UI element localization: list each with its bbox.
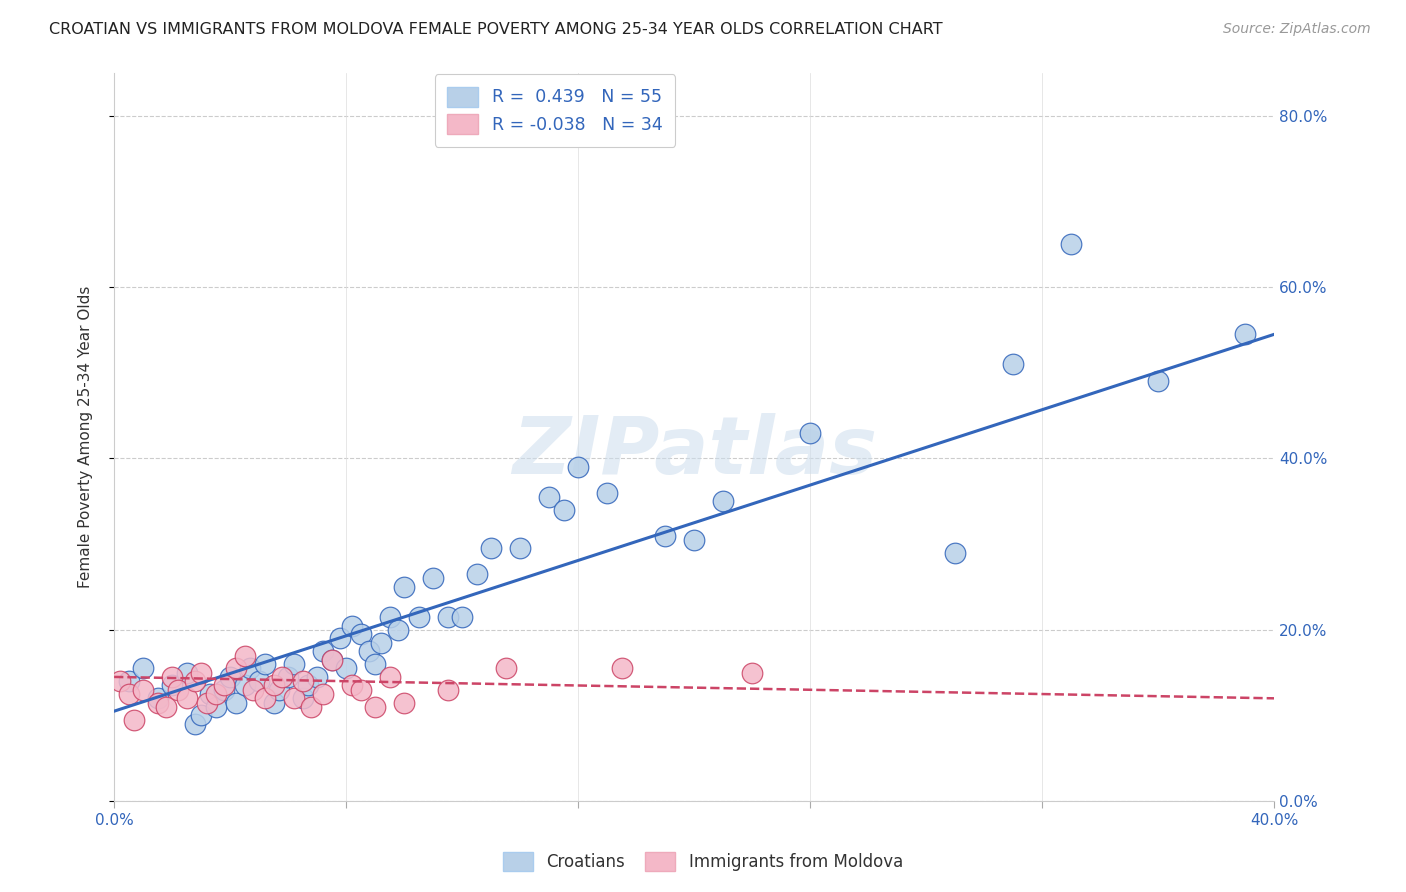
Point bbox=[271, 670, 294, 684]
Point bbox=[392, 580, 415, 594]
Point bbox=[269, 682, 291, 697]
Point bbox=[741, 665, 763, 680]
Point bbox=[329, 632, 352, 646]
Point bbox=[190, 665, 212, 680]
Point bbox=[364, 699, 387, 714]
Point bbox=[184, 674, 207, 689]
Point bbox=[225, 696, 247, 710]
Point bbox=[538, 490, 561, 504]
Point bbox=[117, 674, 139, 689]
Point bbox=[283, 657, 305, 671]
Point bbox=[654, 528, 676, 542]
Point bbox=[350, 682, 373, 697]
Point bbox=[378, 610, 401, 624]
Point bbox=[195, 696, 218, 710]
Point bbox=[340, 618, 363, 632]
Point bbox=[146, 691, 169, 706]
Point bbox=[799, 425, 821, 440]
Point bbox=[167, 682, 190, 697]
Point bbox=[160, 678, 183, 692]
Point bbox=[321, 653, 343, 667]
Point bbox=[378, 670, 401, 684]
Point bbox=[233, 678, 256, 692]
Point bbox=[132, 661, 155, 675]
Point bbox=[567, 460, 589, 475]
Point bbox=[321, 653, 343, 667]
Point bbox=[610, 661, 633, 675]
Point bbox=[465, 567, 488, 582]
Point bbox=[312, 644, 335, 658]
Point bbox=[146, 696, 169, 710]
Point bbox=[277, 670, 299, 684]
Point bbox=[370, 635, 392, 649]
Point bbox=[204, 687, 226, 701]
Legend: Croatians, Immigrants from Moldova: Croatians, Immigrants from Moldova bbox=[495, 843, 911, 880]
Point bbox=[219, 670, 242, 684]
Point bbox=[253, 657, 276, 671]
Point bbox=[1060, 237, 1083, 252]
Point bbox=[299, 699, 322, 714]
Point bbox=[263, 678, 285, 692]
Point bbox=[408, 610, 430, 624]
Point bbox=[160, 670, 183, 684]
Point bbox=[335, 661, 357, 675]
Point bbox=[297, 678, 319, 692]
Point bbox=[214, 682, 236, 697]
Point bbox=[596, 485, 619, 500]
Point bbox=[553, 503, 575, 517]
Point bbox=[1002, 357, 1025, 371]
Point bbox=[943, 546, 966, 560]
Point bbox=[176, 665, 198, 680]
Point bbox=[253, 691, 276, 706]
Point bbox=[392, 696, 415, 710]
Point bbox=[387, 623, 409, 637]
Point bbox=[155, 699, 177, 714]
Text: Source: ZipAtlas.com: Source: ZipAtlas.com bbox=[1223, 22, 1371, 37]
Point bbox=[436, 610, 458, 624]
Y-axis label: Female Poverty Among 25-34 Year Olds: Female Poverty Among 25-34 Year Olds bbox=[79, 285, 93, 588]
Point bbox=[451, 610, 474, 624]
Point bbox=[422, 571, 444, 585]
Point bbox=[117, 687, 139, 701]
Point bbox=[340, 678, 363, 692]
Point bbox=[225, 661, 247, 675]
Point bbox=[291, 691, 314, 706]
Point bbox=[190, 708, 212, 723]
Text: CROATIAN VS IMMIGRANTS FROM MOLDOVA FEMALE POVERTY AMONG 25-34 YEAR OLDS CORRELA: CROATIAN VS IMMIGRANTS FROM MOLDOVA FEMA… bbox=[49, 22, 943, 37]
Point bbox=[283, 691, 305, 706]
Point bbox=[307, 670, 329, 684]
Point bbox=[364, 657, 387, 671]
Legend: R =  0.439   N = 55, R = -0.038   N = 34: R = 0.439 N = 55, R = -0.038 N = 34 bbox=[434, 74, 675, 146]
Point bbox=[495, 661, 517, 675]
Point bbox=[198, 687, 221, 701]
Point bbox=[239, 661, 262, 675]
Text: ZIPatlas: ZIPatlas bbox=[512, 413, 877, 491]
Point bbox=[359, 644, 381, 658]
Point bbox=[509, 541, 531, 556]
Point bbox=[683, 533, 706, 547]
Point bbox=[184, 717, 207, 731]
Point bbox=[291, 674, 314, 689]
Point bbox=[350, 627, 373, 641]
Point bbox=[108, 674, 131, 689]
Point bbox=[263, 696, 285, 710]
Point bbox=[1234, 327, 1257, 342]
Point bbox=[233, 648, 256, 663]
Point bbox=[312, 687, 335, 701]
Point bbox=[132, 682, 155, 697]
Point bbox=[247, 674, 270, 689]
Point bbox=[176, 691, 198, 706]
Point bbox=[711, 494, 734, 508]
Point bbox=[204, 699, 226, 714]
Point bbox=[436, 682, 458, 697]
Point bbox=[479, 541, 502, 556]
Point bbox=[214, 678, 236, 692]
Point bbox=[1147, 375, 1170, 389]
Point bbox=[242, 682, 264, 697]
Point bbox=[124, 713, 146, 727]
